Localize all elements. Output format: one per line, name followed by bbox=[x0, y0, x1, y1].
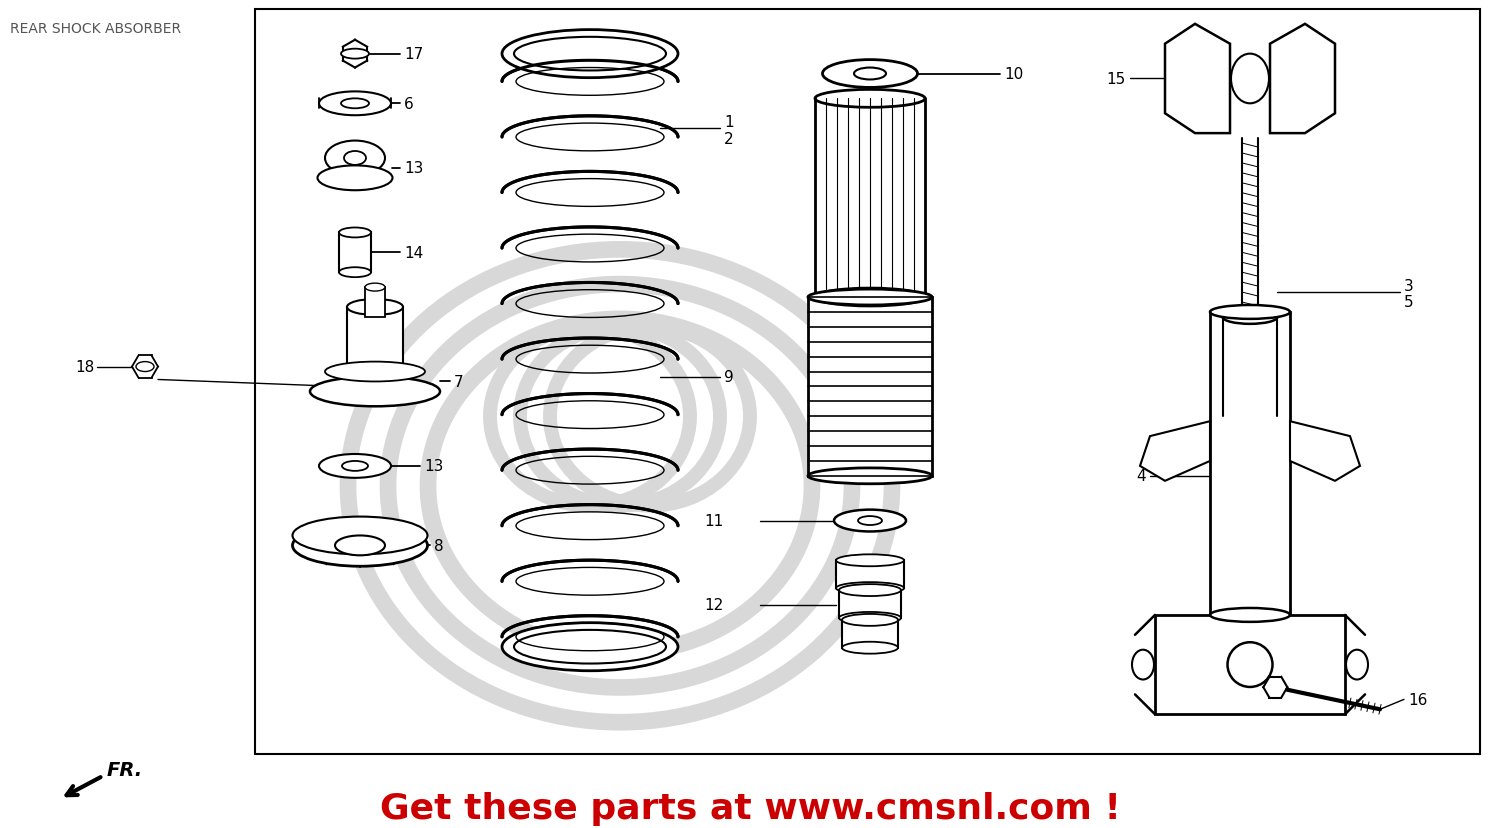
Ellipse shape bbox=[822, 60, 918, 89]
Ellipse shape bbox=[340, 50, 369, 60]
Ellipse shape bbox=[1232, 55, 1269, 104]
Bar bbox=[364, 288, 386, 317]
Ellipse shape bbox=[858, 517, 882, 526]
Polygon shape bbox=[1166, 25, 1230, 134]
Bar bbox=[1155, 615, 1346, 715]
Ellipse shape bbox=[839, 585, 902, 596]
Text: 12: 12 bbox=[705, 598, 724, 613]
Ellipse shape bbox=[346, 364, 404, 380]
Ellipse shape bbox=[836, 582, 904, 595]
Bar bbox=[808, 298, 932, 476]
Ellipse shape bbox=[320, 92, 392, 116]
Polygon shape bbox=[1290, 421, 1360, 481]
Text: 1: 1 bbox=[724, 114, 734, 129]
Bar bbox=[255, 10, 1480, 754]
Text: FR.: FR. bbox=[106, 760, 142, 779]
Text: 16: 16 bbox=[1408, 692, 1428, 707]
Text: 8: 8 bbox=[433, 538, 444, 553]
Ellipse shape bbox=[292, 525, 427, 566]
Polygon shape bbox=[1140, 421, 1210, 481]
Ellipse shape bbox=[320, 455, 392, 479]
Text: 15: 15 bbox=[1107, 72, 1126, 87]
Ellipse shape bbox=[815, 289, 926, 306]
Ellipse shape bbox=[1210, 609, 1290, 622]
Ellipse shape bbox=[364, 284, 386, 291]
Ellipse shape bbox=[346, 300, 404, 315]
Text: 17: 17 bbox=[404, 47, 423, 62]
Ellipse shape bbox=[839, 612, 902, 624]
Text: 3: 3 bbox=[1404, 278, 1413, 293]
Ellipse shape bbox=[853, 69, 886, 80]
Bar bbox=[842, 620, 898, 648]
Ellipse shape bbox=[136, 362, 154, 372]
Text: 4: 4 bbox=[1137, 469, 1146, 484]
Text: 6: 6 bbox=[404, 97, 414, 112]
Text: 14: 14 bbox=[404, 246, 423, 261]
Ellipse shape bbox=[1210, 306, 1290, 320]
Ellipse shape bbox=[1346, 650, 1368, 680]
Ellipse shape bbox=[514, 630, 666, 664]
Bar bbox=[1210, 312, 1290, 615]
Bar bbox=[836, 561, 904, 589]
Ellipse shape bbox=[326, 142, 386, 176]
Ellipse shape bbox=[842, 642, 898, 654]
Bar bbox=[346, 307, 404, 372]
Ellipse shape bbox=[339, 268, 370, 278]
Ellipse shape bbox=[815, 90, 926, 108]
Ellipse shape bbox=[340, 99, 369, 109]
Bar bbox=[839, 590, 902, 619]
Ellipse shape bbox=[503, 31, 678, 79]
Ellipse shape bbox=[334, 536, 386, 556]
Text: 13: 13 bbox=[424, 459, 444, 474]
Ellipse shape bbox=[1227, 643, 1272, 687]
Text: 2: 2 bbox=[724, 132, 734, 147]
Ellipse shape bbox=[310, 377, 440, 407]
Ellipse shape bbox=[318, 166, 393, 191]
Text: 18: 18 bbox=[75, 359, 94, 374]
Ellipse shape bbox=[808, 290, 932, 306]
Ellipse shape bbox=[339, 229, 370, 238]
Text: 11: 11 bbox=[705, 513, 724, 528]
Ellipse shape bbox=[808, 469, 932, 484]
Text: 9: 9 bbox=[724, 369, 734, 384]
Ellipse shape bbox=[1222, 310, 1278, 325]
Ellipse shape bbox=[503, 623, 678, 671]
Ellipse shape bbox=[292, 517, 427, 555]
Ellipse shape bbox=[1132, 650, 1154, 680]
Text: REAR SHOCK ABSORBER: REAR SHOCK ABSORBER bbox=[10, 22, 181, 36]
Bar bbox=[339, 233, 370, 273]
Text: 10: 10 bbox=[1004, 67, 1023, 82]
Ellipse shape bbox=[326, 362, 424, 382]
Ellipse shape bbox=[344, 152, 366, 166]
Ellipse shape bbox=[514, 38, 666, 71]
Ellipse shape bbox=[836, 555, 904, 566]
Ellipse shape bbox=[834, 510, 906, 532]
Ellipse shape bbox=[342, 461, 368, 471]
Text: Get these parts at www.cmsnl.com !: Get these parts at www.cmsnl.com ! bbox=[380, 791, 1120, 825]
Text: 5: 5 bbox=[1404, 295, 1413, 310]
Text: 7: 7 bbox=[454, 374, 464, 389]
Ellipse shape bbox=[842, 614, 898, 626]
Text: 13: 13 bbox=[404, 161, 423, 176]
Polygon shape bbox=[1270, 25, 1335, 134]
